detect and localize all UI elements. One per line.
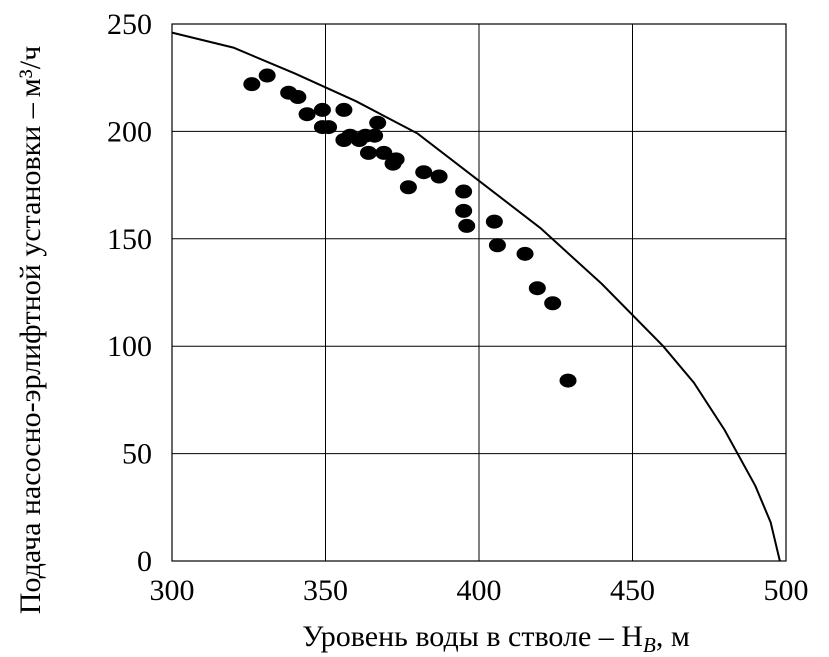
data-point-15 — [369, 115, 387, 130]
y-axis-label-main: Подача насосно-эрлифтной установки – — [14, 102, 47, 614]
x-axis-label-main: Уровень воды в стволе – H — [302, 620, 643, 653]
data-point-3 — [289, 90, 307, 105]
data-point-16 — [375, 145, 393, 160]
data-point-29 — [544, 296, 562, 311]
x-tick-label-0: 300 — [150, 574, 195, 607]
x-tick-label-3: 450 — [610, 574, 655, 607]
data-point-13 — [359, 145, 377, 160]
data-point-21 — [430, 169, 448, 184]
plot-frame — [171, 23, 787, 562]
y-tick-label-0: 0 — [137, 545, 152, 578]
y-tick-label-5: 250 — [107, 8, 152, 41]
fitted-curve-layer — [171, 31, 781, 562]
data-point-4 — [298, 107, 316, 122]
data-point-30 — [559, 373, 577, 388]
y-tick-label-2: 100 — [107, 330, 152, 363]
y-tick-label-4: 200 — [107, 115, 152, 148]
grid — [171, 23, 787, 562]
data-point-1 — [258, 68, 276, 83]
data-point-22 — [455, 184, 473, 199]
data-point-8 — [335, 102, 353, 117]
x-tick-label-1: 350 — [303, 574, 348, 607]
y-tick-label-1: 50 — [122, 438, 152, 471]
y-axis-label: Подача насосно-эрлифтной установки – м³/ч — [14, 46, 47, 614]
data-point-20 — [415, 165, 433, 180]
data-point-28 — [528, 281, 546, 296]
x-axis-label-sub: B — [643, 633, 656, 657]
data-point-14 — [366, 128, 384, 143]
data-points-layer — [243, 68, 577, 388]
x-axis-label-unit: , м — [656, 620, 690, 653]
x-tick-label-2: 400 — [457, 574, 502, 607]
tick-labels: 300 350 400 450 500 0 50 100 150 200 250 — [107, 8, 809, 607]
data-point-26 — [488, 238, 506, 253]
y-axis-label-tail: м³/ч — [14, 46, 47, 97]
x-axis-label: Уровень воды в стволе – HB, м — [302, 620, 690, 657]
data-point-5 — [313, 102, 331, 117]
x-tick-label-4: 500 — [764, 574, 809, 607]
data-point-7 — [320, 120, 338, 135]
data-point-24 — [458, 218, 476, 233]
data-point-0 — [243, 77, 261, 92]
data-point-19 — [399, 180, 417, 195]
data-point-25 — [485, 214, 503, 229]
data-point-27 — [516, 246, 534, 261]
data-point-23 — [455, 203, 473, 218]
fitted-curve — [171, 31, 781, 562]
data-point-18 — [387, 152, 405, 167]
y-tick-label-3: 150 — [107, 223, 152, 256]
